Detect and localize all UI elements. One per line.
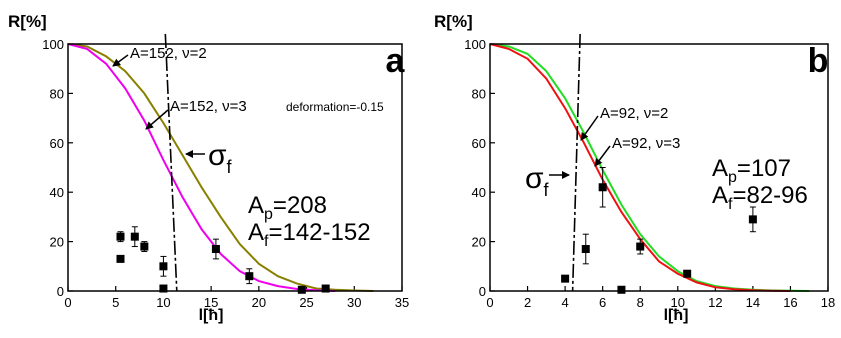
- xtick-label: 2: [524, 295, 531, 310]
- data-point: [617, 285, 626, 294]
- xtick-label: 12: [708, 295, 722, 310]
- data-point: [748, 215, 757, 224]
- data-point: [159, 262, 168, 271]
- panel-a-xticks: 0 5 10 15 20 25 30 35: [64, 286, 409, 310]
- xtick-label: 6: [599, 295, 606, 310]
- panel-b-axes-frame: [489, 43, 829, 292]
- panel-a-arrow-nu3: [145, 109, 169, 130]
- sigma-f-line: [571, 33, 581, 292]
- panel-b-sigma-label: σf: [525, 162, 550, 200]
- ytick-label: 100: [42, 37, 64, 52]
- xtick-label: 15: [204, 295, 218, 310]
- data-point: [159, 284, 168, 293]
- xtick-label: 20: [252, 295, 266, 310]
- panel-b-ylabel: R[%]: [434, 12, 473, 31]
- panel-b-annot-nu2: A=92, ν=2: [600, 105, 668, 122]
- data-point: [561, 274, 570, 283]
- xtick-label: 10: [671, 295, 685, 310]
- xtick-label: 18: [821, 295, 835, 310]
- ytick-label: 80: [472, 86, 486, 101]
- xtick-label: 30: [347, 295, 361, 310]
- panel-b-annot-nu3: A=92, ν=3: [612, 135, 680, 152]
- panel-b-points: [561, 167, 757, 294]
- panel-a-sigma-line: [164, 33, 178, 292]
- panel-a-annot-deformation: deformation=-0.15: [286, 100, 384, 114]
- xtick-label: 10: [156, 295, 170, 310]
- xtick-label: 0: [64, 295, 71, 310]
- data-point: [130, 232, 139, 241]
- panel-b-label: b: [808, 42, 829, 80]
- panel-a-sigma-label: σf: [208, 139, 233, 177]
- data-point: [636, 242, 645, 251]
- ytick-label: 40: [472, 185, 486, 200]
- panel-a-af: Af=142-152: [248, 219, 371, 250]
- panel-a-axes-frame: [67, 43, 403, 292]
- panel-b-xticks: 0 2 4 6 8 10 12 14 16 18: [486, 286, 835, 310]
- data-point: [581, 245, 590, 254]
- data-point: [598, 183, 607, 192]
- ytick-label: 60: [472, 136, 486, 151]
- xtick-label: 8: [637, 295, 644, 310]
- xtick-label: 0: [486, 295, 493, 310]
- xtick-label: 35: [395, 295, 409, 310]
- panel-b-yticks: 0 20 40 60 80 100: [464, 37, 495, 299]
- panel-a-label: a: [386, 42, 406, 80]
- panel-a-ap: Ap=208: [248, 192, 327, 223]
- panel-b-arrow-nu2: [580, 115, 599, 141]
- xtick-label: 4: [561, 295, 568, 310]
- panel-a-xlabel: l[ħ]: [199, 307, 224, 324]
- panel-b-xlabel: l[ħ]: [664, 307, 689, 324]
- data-point: [321, 284, 330, 293]
- xtick-label: 5: [112, 295, 119, 310]
- panel-a-arrow-nu2: [112, 54, 129, 67]
- ytick-label: 40: [50, 185, 64, 200]
- data-point: [116, 232, 125, 241]
- panel-a-annot-nu3: A=152, ν=3: [170, 98, 247, 115]
- panel-b-af: Af=82-96: [712, 182, 808, 213]
- data-point: [211, 245, 220, 254]
- panel-a-yticks: 0 20 40 60 80 100: [42, 37, 73, 299]
- xtick-label: 16: [783, 295, 797, 310]
- sigma-f-line: [164, 33, 178, 292]
- panel-a-annot-nu2: A=152, ν=2: [130, 45, 207, 62]
- ytick-label: 60: [50, 136, 64, 151]
- panel-b-ap: Ap=107: [712, 155, 791, 186]
- ytick-label: 0: [57, 284, 64, 299]
- panel-b-arrow-nu3: [594, 145, 611, 167]
- ytick-label: 100: [464, 37, 486, 52]
- panel-a-ylabel: R[%]: [8, 12, 47, 31]
- ytick-label: 0: [479, 284, 486, 299]
- xtick-label: 14: [746, 295, 760, 310]
- data-point: [140, 242, 149, 251]
- ytick-label: 20: [472, 235, 486, 250]
- xtick-label: 25: [299, 295, 313, 310]
- panel-b-sigma-line: [571, 33, 581, 292]
- data-point: [116, 254, 125, 263]
- panel-a-points: [116, 226, 330, 294]
- data-point: [683, 269, 692, 278]
- ytick-label: 20: [50, 235, 64, 250]
- series-line-2: [67, 43, 336, 292]
- ytick-label: 80: [50, 86, 64, 101]
- data-point: [297, 285, 306, 294]
- panel-b: R[%] b l[ħ] 0 20 40 60 80 100 0 2 4 6 8 10 12 14 16 18…: [434, 12, 835, 324]
- data-point: [245, 272, 254, 281]
